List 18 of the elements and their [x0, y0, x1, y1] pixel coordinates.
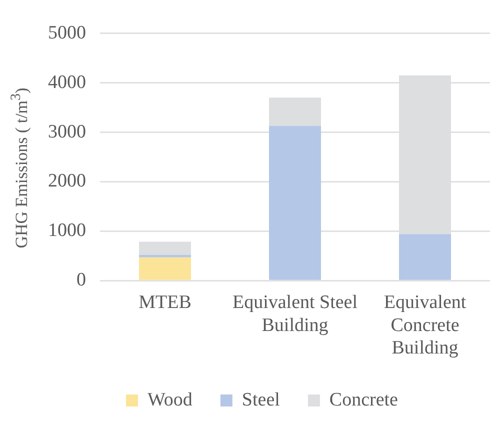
legend-label: Steel: [242, 389, 280, 410]
bar: [269, 126, 321, 280]
bar: [139, 257, 191, 280]
bar: [399, 234, 451, 280]
legend-label: Concrete: [329, 389, 398, 410]
y-tick-label: 2000: [48, 170, 86, 192]
x-tick-label: Equivalent Concrete Building: [384, 292, 467, 359]
bar: [139, 254, 191, 258]
bar: [139, 242, 191, 255]
x-tick-label: Equivalent Steel Building: [232, 292, 358, 336]
y-tick-label: 5000: [48, 22, 86, 44]
y-tick-label: 4000: [48, 72, 86, 93]
y-tick-label: 1000: [48, 220, 86, 242]
x-tick-label: MTEB: [138, 292, 192, 313]
legend-label: Wood: [148, 389, 193, 410]
bar: [269, 98, 321, 126]
y-tick-label: 0: [76, 270, 86, 291]
y-tick-label: 3000: [48, 121, 86, 142]
